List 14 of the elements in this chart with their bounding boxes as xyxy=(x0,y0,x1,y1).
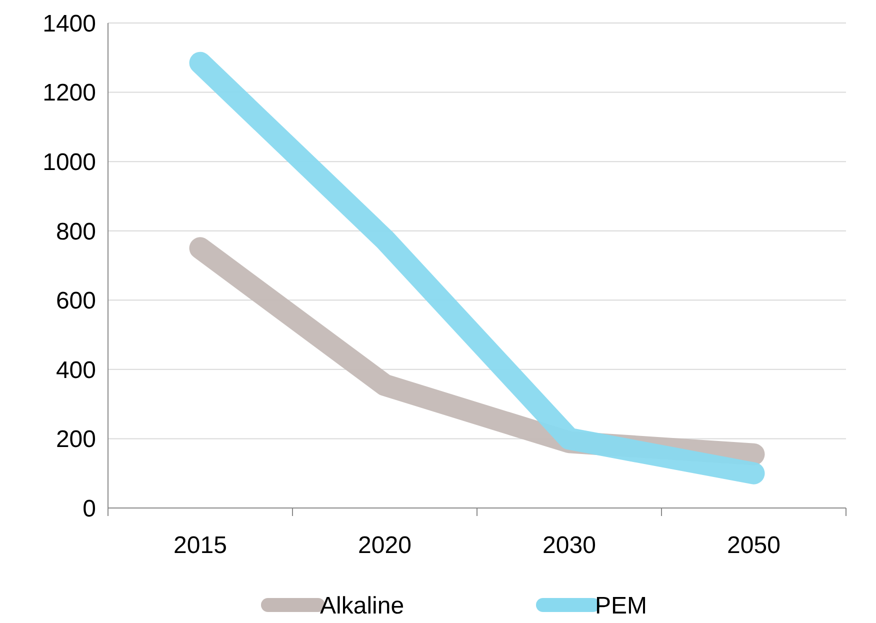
legend-label: PEM xyxy=(595,592,648,620)
y-tick-label: 1000 xyxy=(42,148,96,176)
x-tick-label: 2030 xyxy=(542,532,596,559)
y-tick-label: 400 xyxy=(56,356,96,384)
legend-label: Alkaline xyxy=(320,592,404,620)
y-tick-label: 600 xyxy=(56,288,96,315)
x-tick-label: 2050 xyxy=(727,532,780,559)
y-tick-label: 800 xyxy=(56,218,96,246)
x-tick-label: 2020 xyxy=(358,532,412,559)
y-tick-label: 1200 xyxy=(42,80,96,107)
y-tick-label: 1400 xyxy=(42,10,96,38)
y-tick-label: 200 xyxy=(56,426,96,454)
x-tick-label: 2015 xyxy=(174,532,227,559)
y-tick-label: 0 xyxy=(82,495,96,522)
